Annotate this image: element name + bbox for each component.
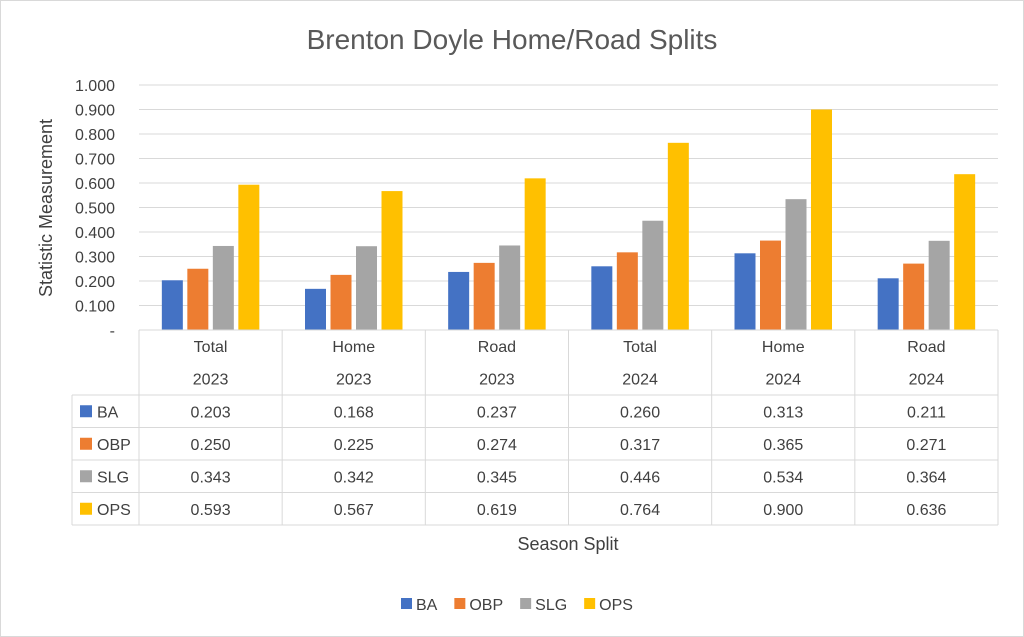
data-table: Total 2023 Home 2023 Road 2023 Total 2024 Home 20… <box>71 329 999 526</box>
legend-key-ops <box>584 598 596 609</box>
category-label-year: 2024 <box>909 372 945 389</box>
category-label-year: 2023 <box>193 372 229 389</box>
bar-obp-0 <box>187 268 209 330</box>
legend-label: OPS <box>599 597 633 614</box>
y-tick-label: - <box>110 323 115 340</box>
bar-obp-5 <box>903 263 925 330</box>
y-axis-title: Statistic Measurement <box>36 119 56 297</box>
y-tick-label: 0.800 <box>75 127 115 144</box>
table-cell-value: 0.237 <box>477 404 517 421</box>
table-cell-value: 0.260 <box>620 404 660 421</box>
category-label-split: Home <box>762 339 805 356</box>
bar-ops-1 <box>381 191 403 330</box>
bar-obp-4 <box>760 240 781 330</box>
category-label-split: Total <box>194 339 228 356</box>
category-label-split: Road <box>478 339 516 356</box>
gridlines <box>139 84 998 331</box>
bar-ops-3 <box>667 142 689 330</box>
table-cell-value: 0.168 <box>334 404 374 421</box>
table-cell-value: 0.313 <box>763 404 803 421</box>
table-series-label: OBP <box>97 437 131 454</box>
legend-key-ba <box>401 598 412 609</box>
y-tick-label: 0.400 <box>75 225 115 242</box>
table-cell-value: 0.364 <box>906 469 946 486</box>
table-series-label: SLG <box>97 469 129 486</box>
legend: BA OBP SLG OPS <box>401 597 633 614</box>
category-label-year: 2023 <box>479 372 515 389</box>
bar-slg-3 <box>642 220 664 330</box>
table-key-ops <box>80 502 92 515</box>
legend-key-obp <box>454 598 466 609</box>
table-cell-value: 0.317 <box>620 437 660 454</box>
legend-key-slg <box>520 598 532 609</box>
table-cell-value: 0.250 <box>191 437 231 454</box>
bar-obp-3 <box>616 252 638 330</box>
table-cell-value: 0.342 <box>334 469 374 486</box>
category-label-year: 2024 <box>765 372 801 389</box>
table-cell-value: 0.534 <box>763 469 803 486</box>
category-label-year: 2024 <box>622 372 658 389</box>
table-key-slg <box>80 470 92 483</box>
bar-slg-4 <box>785 199 807 330</box>
table-series-label: BA <box>97 404 119 421</box>
table-key-ba <box>80 405 92 418</box>
bars <box>161 109 976 330</box>
table-cell-value: 0.619 <box>477 502 517 519</box>
bar-ops-0 <box>238 184 260 330</box>
bar-ba-2 <box>448 271 470 330</box>
legend-label: SLG <box>535 597 567 614</box>
y-tick-label: 0.500 <box>75 201 115 218</box>
bar-ops-5 <box>954 174 976 330</box>
y-tick-label: 1.000 <box>75 78 115 95</box>
category-label-year: 2023 <box>336 372 372 389</box>
bar-ba-0 <box>161 280 183 330</box>
bar-slg-5 <box>928 240 950 330</box>
bar-slg-0 <box>212 245 234 330</box>
table-cell-value: 0.345 <box>477 469 517 486</box>
y-tick-label: 0.100 <box>75 299 115 316</box>
y-tick-label: 0.300 <box>75 250 115 267</box>
table-cell-value: 0.365 <box>763 437 803 454</box>
table-cell-value: 0.900 <box>763 502 803 519</box>
bar-obp-1 <box>330 274 352 330</box>
bar-ba-5 <box>877 278 899 330</box>
table-cell-value: 0.211 <box>907 404 946 421</box>
table-cell-value: 0.225 <box>334 437 374 454</box>
bar-slg-2 <box>499 245 521 330</box>
bar-ba-3 <box>591 266 613 330</box>
table-cell-value: 0.567 <box>334 502 374 519</box>
bar-obp-2 <box>473 262 495 330</box>
y-tick-label: 0.900 <box>75 103 115 120</box>
table-cell-value: 0.636 <box>906 502 946 519</box>
category-label-split: Total <box>623 339 657 356</box>
table-key-obp <box>80 437 92 450</box>
table-cell-value: 0.271 <box>906 437 946 454</box>
table-cell-value: 0.764 <box>620 502 660 519</box>
table-cell-value: 0.446 <box>620 469 660 486</box>
table-series-label: OPS <box>97 502 131 519</box>
table-cell-value: 0.593 <box>191 502 231 519</box>
bar-ops-2 <box>524 178 546 330</box>
table-cell-value: 0.274 <box>477 437 517 454</box>
x-axis-title: Season Split <box>517 534 618 554</box>
chart-title: Brenton Doyle Home/Road Splits <box>307 24 718 55</box>
bar-slg-1 <box>356 246 377 330</box>
category-label-split: Home <box>332 339 375 356</box>
legend-label: BA <box>416 597 438 614</box>
category-label-split: Road <box>907 339 945 356</box>
table-cell-value: 0.343 <box>191 469 231 486</box>
y-axis-ticks: - 0.100 0.200 0.300 0.400 0.500 0.600 0.700 0.80… <box>75 78 115 340</box>
y-tick-label: 0.200 <box>75 274 115 291</box>
bar-ba-4 <box>734 253 756 330</box>
table-cell-value: 0.203 <box>191 404 231 421</box>
bar-ba-1 <box>305 288 326 330</box>
bar-ops-4 <box>811 109 832 330</box>
y-tick-label: 0.600 <box>75 176 115 193</box>
y-tick-label: 0.700 <box>75 152 115 169</box>
legend-label: OBP <box>469 597 503 614</box>
